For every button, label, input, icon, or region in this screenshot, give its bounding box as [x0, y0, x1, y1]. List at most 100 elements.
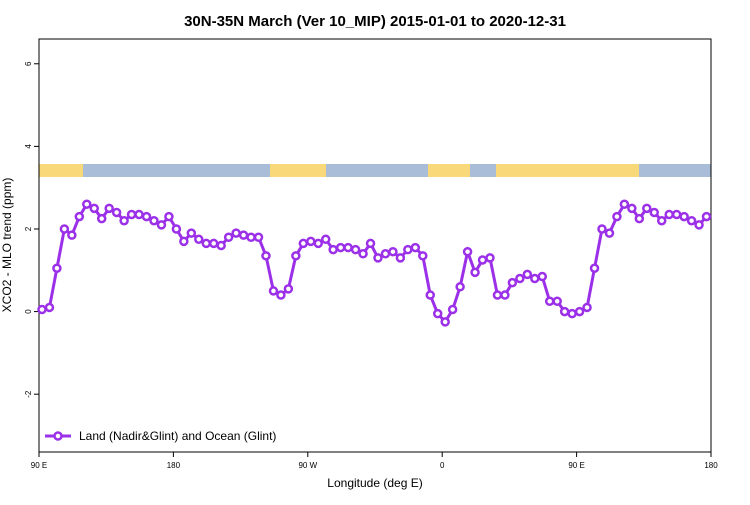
point	[246, 232, 256, 242]
point	[238, 230, 249, 240]
point	[432, 308, 443, 319]
series-line	[41, 202, 708, 325]
y-tick-label: 6	[24, 61, 33, 66]
point	[470, 267, 480, 278]
point	[216, 240, 226, 251]
point	[552, 296, 562, 307]
x-tick-label: 0	[440, 461, 445, 470]
point	[403, 244, 413, 255]
y-tick-label: 0	[24, 309, 33, 314]
point	[477, 255, 488, 265]
point	[522, 269, 533, 280]
legend-label: Land (Nadir&Glint) and Ocean (Glint)	[79, 429, 276, 443]
point	[67, 230, 77, 240]
x-axis-label: Longitude (deg E)	[327, 476, 422, 490]
point	[231, 228, 241, 238]
point	[119, 215, 129, 226]
point	[223, 232, 234, 242]
point	[447, 304, 458, 315]
point	[208, 238, 219, 249]
point	[634, 213, 645, 224]
surface-strip	[39, 164, 711, 177]
point	[201, 238, 212, 249]
point	[649, 207, 660, 218]
point	[530, 273, 540, 284]
point	[253, 232, 264, 242]
x-tick-label: 180	[704, 461, 718, 470]
point	[276, 290, 286, 300]
point	[589, 263, 600, 273]
point	[515, 273, 525, 284]
point	[89, 203, 100, 214]
point	[388, 246, 398, 257]
point	[186, 228, 197, 238]
point	[171, 224, 182, 234]
strip-land	[496, 164, 639, 177]
point	[686, 215, 697, 226]
point	[455, 282, 465, 292]
point	[343, 242, 353, 253]
point	[59, 224, 70, 234]
point	[111, 207, 122, 218]
point	[440, 317, 450, 327]
point	[149, 215, 159, 226]
legend-marker	[53, 431, 63, 441]
point	[679, 211, 689, 222]
point	[373, 253, 383, 263]
point	[500, 290, 510, 300]
point	[567, 308, 577, 319]
point	[425, 290, 436, 300]
point	[126, 209, 137, 220]
point	[335, 242, 346, 253]
point	[395, 253, 406, 263]
point	[671, 209, 682, 220]
point	[642, 203, 652, 214]
point	[365, 238, 376, 249]
point	[627, 203, 637, 214]
point	[485, 253, 495, 263]
point	[320, 234, 331, 245]
point	[350, 244, 361, 255]
y-tick-label: 2	[24, 226, 33, 231]
point	[418, 251, 428, 261]
strip-land	[270, 164, 326, 177]
x-tick-label: 90 E	[31, 461, 47, 470]
point	[313, 238, 324, 249]
point	[82, 199, 92, 209]
point	[559, 306, 570, 317]
point	[410, 242, 421, 253]
point	[537, 271, 548, 282]
strip-land	[428, 164, 470, 177]
point	[694, 220, 704, 230]
point	[179, 236, 189, 247]
x-tick-label: 180	[167, 461, 181, 470]
x-tick-label: 90 E	[568, 461, 584, 470]
point	[298, 238, 309, 249]
point	[656, 215, 667, 226]
point	[492, 290, 503, 300]
point	[291, 251, 301, 261]
point	[574, 306, 585, 317]
plot-frame	[38, 38, 712, 453]
y-axis-label: XCO2 - MLO trend (ppm)	[0, 178, 14, 313]
point	[283, 284, 294, 294]
point	[268, 286, 279, 296]
point	[134, 209, 144, 220]
point	[52, 263, 62, 273]
point	[619, 199, 630, 209]
point	[664, 209, 674, 220]
point	[544, 296, 555, 307]
point	[194, 234, 204, 245]
point	[612, 211, 622, 222]
point	[96, 213, 107, 224]
point	[104, 203, 114, 214]
point	[582, 302, 592, 313]
point	[604, 228, 615, 238]
point	[306, 236, 316, 247]
point	[597, 224, 607, 234]
point	[701, 211, 712, 222]
point	[44, 302, 55, 313]
point	[141, 211, 152, 222]
point	[328, 244, 338, 255]
